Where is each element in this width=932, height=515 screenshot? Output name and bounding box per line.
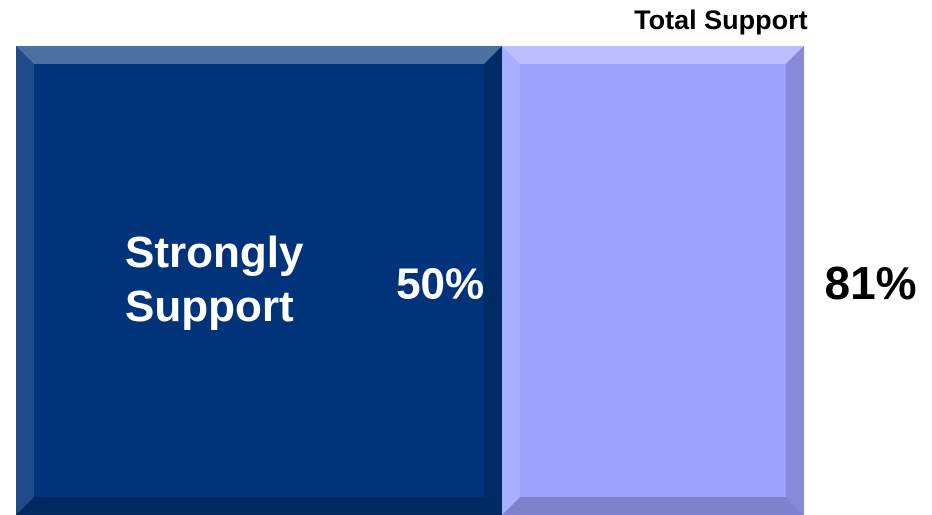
total-title: Total Support	[634, 5, 807, 35]
bevel	[502, 46, 521, 515]
bevel	[484, 46, 503, 515]
bevel	[502, 497, 804, 515]
bevel	[502, 46, 804, 64]
bevel	[785, 46, 804, 515]
data-label: 50%	[396, 260, 484, 309]
total-label: 81%	[825, 257, 917, 309]
bevel	[16, 497, 503, 515]
bevel	[16, 46, 503, 64]
bar-segment	[16, 46, 503, 515]
bevel	[16, 46, 34, 515]
bar-segment	[502, 46, 804, 515]
segment-name: Strongly Support	[125, 228, 304, 331]
